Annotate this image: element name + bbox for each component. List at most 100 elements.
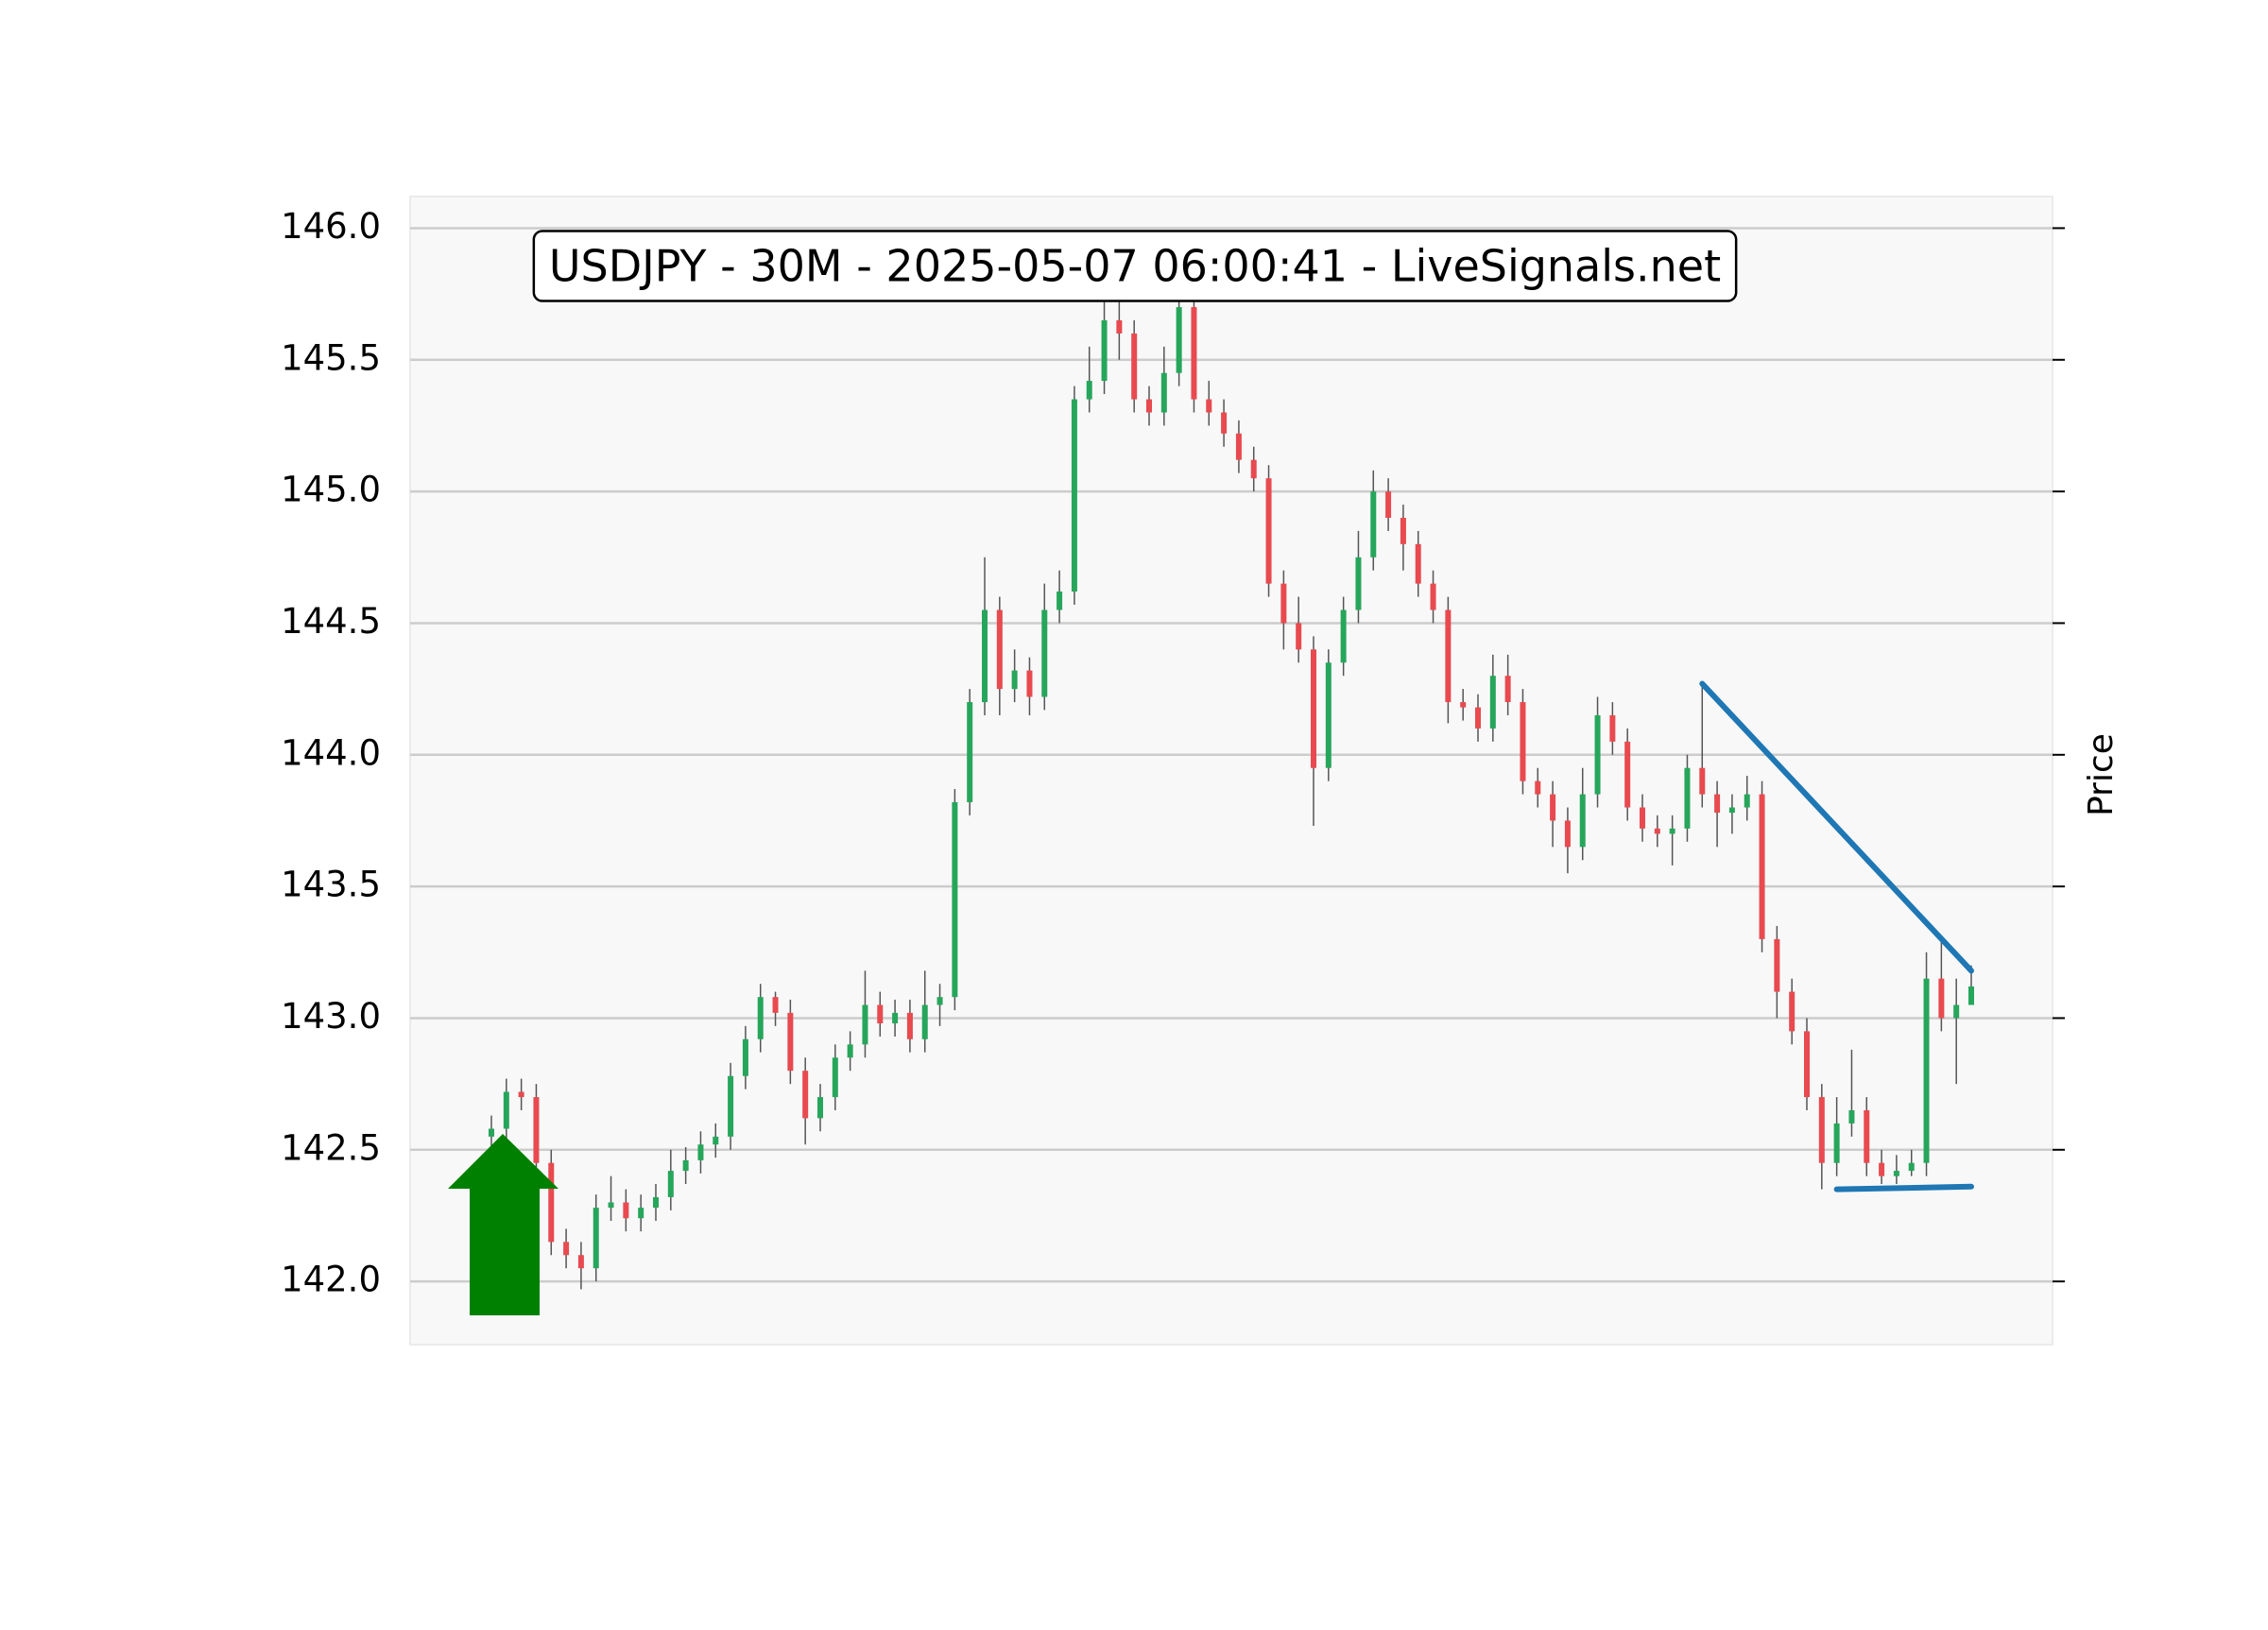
candle-body (1938, 978, 1945, 1019)
candle-body (1879, 1162, 1885, 1176)
candle-body (1116, 319, 1123, 334)
candle-body (1415, 543, 1421, 584)
candle-body (1265, 478, 1272, 584)
candle-body (1146, 399, 1152, 413)
candle-body (817, 1097, 823, 1119)
chart-title: USDJPY - 30M - 2025-05-07 06:00:41 - Liv… (549, 241, 1721, 292)
candle-body (1504, 676, 1511, 703)
candle-body (1893, 1171, 1899, 1176)
y-tick-label: 144.5 (281, 601, 381, 642)
candle-body (1101, 319, 1108, 382)
candle-body (667, 1171, 674, 1197)
candle-body (1160, 372, 1167, 413)
candle-body (1026, 670, 1033, 697)
candle-body (1011, 670, 1018, 690)
candle-body (1923, 978, 1930, 1163)
candles (489, 294, 1974, 1290)
candle-body (548, 1162, 555, 1243)
candle-body (1445, 609, 1452, 703)
candle-body (1699, 767, 1706, 795)
candle-body (1340, 609, 1347, 663)
candle-body (1041, 609, 1048, 697)
candle-body (1624, 741, 1631, 808)
candle-body (713, 1136, 719, 1145)
candle-body (638, 1208, 644, 1219)
plot-area (409, 196, 2053, 1346)
candle-body (563, 1242, 570, 1256)
candle-body (1789, 991, 1796, 1032)
y-axis-label: Price (2082, 733, 2121, 816)
candle-body (577, 1255, 584, 1269)
candle-body (1654, 828, 1660, 834)
candle-body (802, 1071, 809, 1119)
trend-line (1699, 680, 1974, 974)
candle-body (1475, 707, 1481, 729)
candle-body (1460, 702, 1467, 708)
candle-body (1804, 1031, 1810, 1098)
candle-body (1953, 1004, 1960, 1019)
candle-body (1759, 794, 1765, 939)
candle-body (862, 1004, 868, 1045)
candle-body (742, 1038, 748, 1076)
candle-body (533, 1097, 540, 1163)
candle-body (1669, 828, 1675, 834)
candle-body (503, 1091, 509, 1129)
candle-body (623, 1202, 629, 1219)
candle-body (697, 1144, 704, 1160)
candle-body (1579, 794, 1586, 848)
candle-body (593, 1208, 599, 1269)
candle-body (1833, 1123, 1840, 1163)
candle-body (1221, 412, 1228, 434)
candle-body (1489, 676, 1496, 729)
candle-body (787, 1012, 794, 1072)
candle-body (1086, 381, 1092, 400)
grid: 142.0 142.5 143.0 143.5 144.0 144.5 145.0 145.5… (281, 206, 2065, 1300)
candle-body (967, 702, 973, 802)
candle-body (1191, 307, 1197, 400)
candle-body (1250, 459, 1257, 479)
title-box (532, 230, 1738, 302)
candle-body (728, 1075, 734, 1137)
candle-body (892, 1012, 899, 1024)
candle-body (682, 1159, 689, 1172)
candle-body (1296, 623, 1302, 650)
candle-body (1908, 1162, 1915, 1172)
candle-body (1057, 592, 1063, 610)
y-tick-label: 142.0 (281, 1260, 381, 1300)
candle-body (1564, 820, 1571, 848)
candle-body (757, 997, 764, 1039)
candle-body (1520, 702, 1526, 781)
candle-body (1206, 399, 1212, 413)
candle-body (847, 1044, 853, 1058)
candle-body (1400, 517, 1406, 544)
buy-signal-arrow (448, 1134, 558, 1315)
candle-body (936, 997, 943, 1005)
candle-body (1071, 399, 1077, 592)
candle-body (1594, 714, 1601, 795)
candle-body (1550, 794, 1556, 821)
candle-body (982, 609, 988, 703)
candle-body (1370, 491, 1377, 558)
candle-body (653, 1196, 659, 1209)
candle-body (518, 1091, 524, 1098)
candle-body (1385, 491, 1392, 518)
candle-body (1774, 938, 1780, 992)
y-tick-label: 145.5 (281, 337, 381, 378)
candle-body (996, 609, 1003, 690)
candle-body (952, 801, 958, 998)
y-tick-label: 145.0 (281, 470, 381, 510)
candle-body (1714, 794, 1721, 814)
candle-body (1848, 1109, 1855, 1124)
candle-body (1728, 807, 1735, 814)
candle-body (1176, 307, 1182, 373)
candle-body (1131, 333, 1138, 400)
candle-body (489, 1128, 494, 1137)
candle-body (1864, 1109, 1870, 1163)
candle-body (832, 1057, 838, 1098)
y-tick-label: 143.5 (281, 865, 381, 905)
candle-body (1968, 987, 1974, 1005)
candle-body (1311, 649, 1316, 768)
candle-body (1325, 662, 1332, 768)
candle-body (1535, 781, 1541, 795)
y-tick-label: 144.0 (281, 732, 381, 773)
